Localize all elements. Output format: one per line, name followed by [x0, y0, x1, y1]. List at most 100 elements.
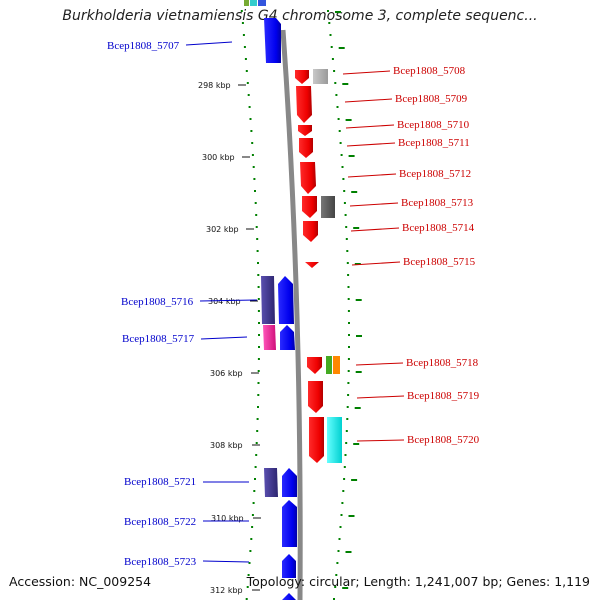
leader-line	[199, 299, 258, 302]
tick-dot	[339, 142, 342, 144]
tick-dash	[354, 407, 361, 409]
tick-dot	[336, 106, 339, 108]
tick-dot	[348, 346, 350, 348]
tick-dot	[333, 598, 335, 600]
cog-strip	[250, 0, 257, 6]
gene-label-5709[interactable]: Bcep1808_5709	[395, 93, 468, 105]
gene-bcep1808-5709[interactable]	[296, 86, 312, 123]
tick-label: 300 kbp	[202, 153, 235, 162]
gene-bcep1808-5712[interactable]	[300, 162, 316, 194]
gene-bcep1808-5719[interactable]	[308, 381, 323, 413]
tick-dot	[334, 82, 337, 84]
tick-dash	[351, 191, 358, 193]
tick-dot	[249, 550, 252, 552]
tick-dot	[256, 418, 259, 420]
gene-label-5715[interactable]: Bcep1808_5715	[403, 256, 476, 268]
gene-label-5713[interactable]: Bcep1808_5713	[401, 197, 474, 209]
gene-bcep1808-5721-cog	[264, 468, 278, 497]
gene-label-5717[interactable]: Bcep1808_5717	[122, 333, 195, 345]
gene-label-5722[interactable]: Bcep1808_5722	[124, 516, 196, 528]
gene-bcep1808-5707[interactable]	[264, 18, 281, 63]
tick-dot	[334, 586, 337, 588]
tick-dot	[257, 310, 260, 312]
gene-bcep1808-5710[interactable]	[298, 125, 312, 136]
accession-text: Accession: NC_009254	[9, 574, 152, 589]
tick-dot	[348, 334, 350, 336]
gene-label-5710[interactable]: Bcep1808_5710	[397, 119, 470, 131]
gene-label-5708[interactable]: Bcep1808_5708	[393, 65, 466, 77]
tick-dot	[257, 394, 260, 396]
tick-dot	[335, 94, 338, 96]
gene-bcep1808-5720[interactable]	[309, 417, 324, 463]
leader-line	[344, 98, 393, 103]
tick-dot	[342, 178, 345, 180]
gene-label-5718[interactable]: Bcep1808_5718	[406, 357, 479, 369]
gene-bcep1808-5721[interactable]	[282, 468, 297, 497]
leader-line	[355, 362, 404, 366]
gene-label-5721[interactable]: Bcep1808_5721	[124, 476, 196, 488]
leader-line	[345, 124, 395, 129]
tick-dot	[338, 130, 341, 132]
leader-line	[185, 41, 233, 46]
gene-label-5716[interactable]: Bcep1808_5716	[121, 296, 194, 308]
leader-line	[356, 439, 405, 442]
tick-dot	[328, 22, 331, 24]
gene-label-5711[interactable]: Bcep1808_5711	[398, 137, 470, 149]
gene-bcep1808-5716[interactable]	[278, 276, 294, 324]
tick-dot	[339, 526, 342, 528]
tick-dot	[255, 454, 258, 456]
tick-dot	[252, 166, 255, 168]
gene-bcep1808-5717[interactable]	[280, 325, 295, 350]
tick-dash	[345, 119, 352, 121]
tick-dot	[248, 106, 251, 108]
gene-label-5714[interactable]: Bcep1808_5714	[402, 222, 475, 234]
tick-dot	[347, 394, 350, 396]
gene-bcep1808-5718-cog	[326, 356, 332, 374]
gene-label-5707[interactable]: Bcep1808_5707	[107, 40, 180, 52]
cog-strip	[258, 0, 266, 6]
gene-bcep1808-5714[interactable]	[303, 221, 318, 242]
tick-dot	[254, 478, 256, 480]
tick-dot	[344, 454, 347, 456]
gene-bcep1808-5715[interactable]	[305, 262, 319, 268]
tick-dot	[330, 46, 333, 48]
tick-dot	[253, 178, 256, 180]
tick-dash	[353, 443, 360, 445]
tick-dot	[250, 130, 253, 132]
gene-bcep1808-5720-cog	[327, 417, 342, 463]
tick-dot	[327, 10, 329, 12]
gene-bcep1808-5713[interactable]	[302, 196, 317, 218]
forward-gene-labels: Bcep1808_5708 Bcep1808_5709 Bcep1808_571…	[342, 65, 480, 446]
tick-dash	[345, 551, 352, 553]
gene-label-5719[interactable]: Bcep1808_5719	[407, 390, 480, 402]
gene-bcep1808-5708[interactable]	[295, 70, 309, 84]
tick-dot	[347, 286, 350, 288]
gene-label-5723[interactable]: Bcep1808_5723	[124, 556, 197, 568]
tick-dash	[353, 227, 360, 229]
leader-line	[350, 227, 400, 232]
gene-bcep1808-5708-cog	[313, 69, 328, 84]
gene-label-5720[interactable]: Bcep1808_5720	[407, 434, 480, 446]
gene-bcep1808-5723[interactable]	[282, 554, 296, 578]
tick-dot	[347, 358, 350, 360]
tick-dot	[255, 226, 258, 228]
gene-bcep1808-5711[interactable]	[299, 138, 313, 158]
chromosome-backbone	[280, 29, 303, 600]
tick-dot	[338, 538, 341, 540]
tick-dash	[348, 515, 355, 517]
gene-bcep1808-5722[interactable]	[282, 500, 297, 547]
tick-dot	[343, 202, 346, 204]
gene-label-5712[interactable]: Bcep1808_5712	[399, 168, 471, 180]
tick-dot	[254, 190, 256, 192]
tick-dot	[345, 238, 348, 240]
reverse-gene-labels: Bcep1808_5707 Bcep1808_5716 Bcep1808_571…	[107, 40, 258, 568]
tick-dash	[338, 47, 345, 49]
tick-label: 298 kbp	[198, 81, 231, 90]
gene-bcep1808-5718[interactable]	[307, 357, 322, 374]
tick-dot	[337, 550, 340, 552]
tick-label: 304 kbp	[208, 297, 241, 306]
tick-dot	[343, 466, 346, 468]
tick-dot	[345, 226, 348, 228]
tick-dash	[356, 335, 362, 337]
